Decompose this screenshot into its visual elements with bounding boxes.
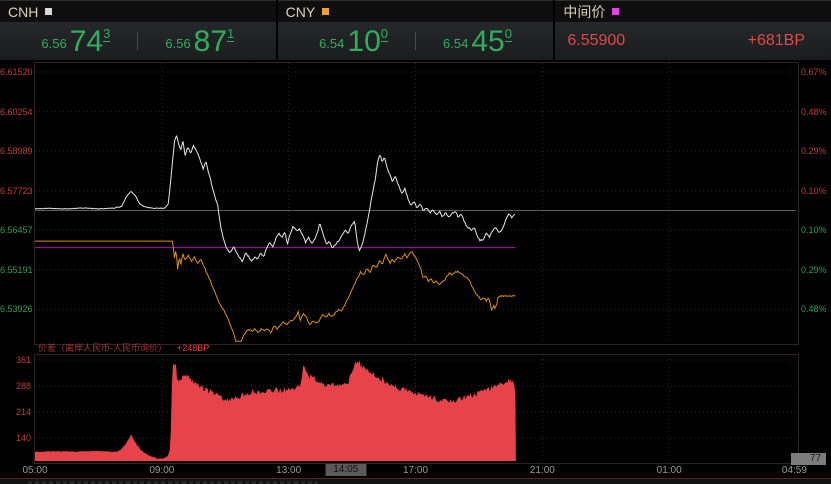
parity-title-row: 中间价 — [555, 0, 831, 22]
parity-change: +681BP — [747, 32, 806, 49]
quote-panel-central-parity[interactable]: 中间价 6.55900 +681BP — [555, 0, 831, 60]
cnh-legend-marker-icon — [45, 8, 53, 15]
cny-ask-big: 45 — [471, 24, 505, 58]
cnh-ask-big: 87 — [193, 24, 228, 58]
time-axis-label: 04:59 — [781, 465, 807, 476]
axis-tick-label: 6.55191 — [0, 265, 33, 275]
cnh-bid-big: 74 — [69, 24, 104, 58]
spread-chart-plot[interactable] — [34, 354, 799, 464]
spread-chart-header: 价差（离岸人民币-人民币询价） +248BP — [38, 343, 209, 353]
page-badge[interactable]: 77 — [791, 453, 826, 465]
parity-legend-marker-icon — [612, 8, 620, 15]
axis-tick-label: 214 — [15, 407, 31, 417]
time-axis-label: 17:00 — [402, 465, 429, 476]
next-window-partial — [0, 478, 831, 484]
parity-values: 6.55900 +681BP — [555, 22, 831, 60]
cny-bid-price: 6.54 10 0 — [319, 24, 388, 58]
cnh-bid-prefix: 6.56 — [41, 35, 67, 51]
cny-bid-prefix: 6.54 — [319, 35, 345, 51]
axis-tick-label: 6.58989 — [0, 146, 33, 156]
axis-tick-label: 0.29% — [801, 146, 827, 156]
cny-ask-pip: 0 — [504, 25, 512, 42]
current-time-marker: 14:05 — [325, 464, 367, 476]
cnh-series-line — [35, 135, 516, 263]
axis-tick-label: 6.57723 — [0, 186, 33, 196]
cnh-ask-prefix: 6.56 — [165, 35, 191, 51]
quote-divider — [415, 32, 416, 50]
axis-tick-label: 0.10% — [801, 225, 827, 235]
axis-tick-label: 6.53926 — [0, 304, 33, 314]
cny-ask-prefix: 6.54 — [443, 35, 469, 51]
axis-tick-label: 361 — [15, 355, 31, 365]
spread-chart-title: 价差（离岸人民币-人民币询价） — [38, 343, 167, 353]
axis-tick-label: 0.29% — [801, 265, 827, 275]
time-axis-label: 01:00 — [656, 465, 682, 476]
axis-tick-label: 0.67% — [801, 67, 827, 77]
cnh-title-row: CNH — [0, 0, 276, 22]
time-axis-label: 09:00 — [149, 465, 175, 476]
quote-divider — [137, 32, 139, 50]
cny-title-row: CNY — [277, 0, 554, 22]
quote-panels-row: CNH 6.56 74 3 6.56 87 1 CNY — [0, 0, 831, 60]
cnh-ask-pip: 1 — [227, 25, 235, 42]
cny-title: CNY — [285, 3, 316, 20]
time-axis-label: 21:00 — [529, 465, 555, 476]
parity-title: 中间价 — [563, 3, 606, 20]
cny-ask-price: 6.54 45 0 — [443, 24, 512, 58]
price-chart-plot[interactable] — [34, 62, 799, 345]
axis-tick-label: 0.48% — [801, 107, 827, 117]
intraday-chart-area: 6.61520 6.60254 6.58989 6.57723 6.56457 6.551… — [0, 60, 831, 484]
cnh-ask-price: 6.56 87 1 — [165, 24, 235, 58]
truncated-text-smudge — [28, 481, 318, 484]
time-axis: 05:00 09:00 13:00 14:05 17:00 21:00 01:00 04:59 — [0, 462, 831, 480]
quote-panel-cny[interactable]: CNY 6.54 10 0 6.54 45 0 — [277, 0, 554, 60]
axis-tick-label: 288 — [15, 381, 31, 391]
cnh-title: CNH — [8, 3, 39, 20]
axis-tick-label: 6.60254 — [0, 107, 33, 117]
parity-rate: 6.55900 — [567, 32, 626, 49]
axis-tick-label: 6.61520 — [0, 67, 33, 77]
cny-bid-big: 10 — [347, 24, 381, 58]
cny-legend-marker-icon — [322, 8, 330, 15]
axis-tick-label: 0.48% — [801, 304, 827, 314]
axis-tick-label: 0.10% — [801, 186, 827, 196]
cnh-quote-values: 6.56 74 3 6.56 87 1 — [0, 22, 276, 60]
axis-tick-label: 6.56457 — [0, 225, 33, 235]
cny-series-line — [35, 240, 516, 342]
spread-area — [35, 360, 516, 461]
cnh-bid-price: 6.56 74 3 — [41, 24, 111, 58]
time-axis-label: 13:00 — [276, 465, 302, 476]
cnh-bid-pip: 3 — [103, 25, 111, 42]
cny-quote-values: 6.54 10 0 6.54 45 0 — [277, 22, 554, 60]
spread-current-value: +248BP — [177, 343, 210, 353]
axis-tick-label: 140 — [15, 433, 31, 443]
quote-panel-cnh[interactable]: CNH 6.56 74 3 6.56 87 1 — [0, 0, 276, 60]
cny-bid-pip: 0 — [380, 25, 388, 42]
time-axis-label: 05:00 — [22, 465, 48, 476]
